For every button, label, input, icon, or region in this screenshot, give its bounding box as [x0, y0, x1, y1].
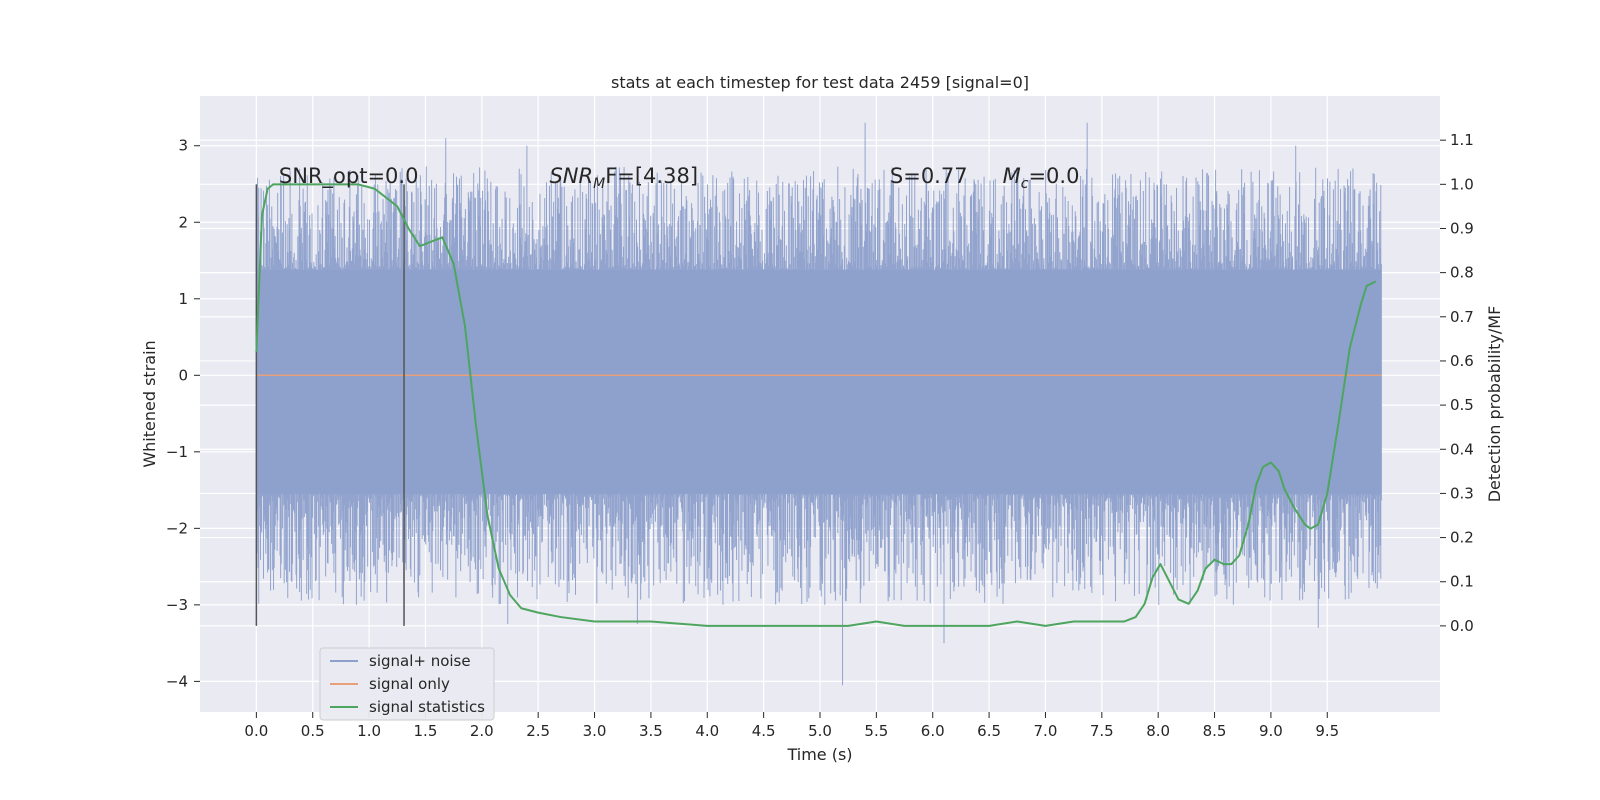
- y-tick-label: 0: [178, 366, 188, 384]
- x-tick-label: 1.0: [357, 722, 381, 740]
- y-axis-label: Whitened strain: [140, 340, 159, 467]
- x-tick-label: 7.5: [1090, 722, 1114, 740]
- y-tick-label: 2: [178, 213, 188, 231]
- x-tick-label: 8.0: [1146, 722, 1170, 740]
- y2-tick-label: 0.6: [1450, 352, 1474, 370]
- annotation: Mc=0.0: [1003, 164, 1080, 192]
- x-tick-label: 2.0: [470, 722, 494, 740]
- y2-tick-label: 1.1: [1450, 131, 1474, 149]
- annotation: SNR_opt=0.0: [279, 164, 419, 189]
- y2-tick-label: 0.1: [1450, 573, 1474, 591]
- x-tick-label: 7.0: [1034, 722, 1058, 740]
- x-tick-label: 4.5: [752, 722, 776, 740]
- y-tick-label: 1: [178, 290, 188, 308]
- y2-tick-label: 0.9: [1450, 219, 1474, 237]
- annotation: SNRMF=[4.38]: [549, 164, 698, 192]
- legend-box: [319, 647, 495, 721]
- signal-statistics-series: [255, 183, 1377, 627]
- legend: signal+ noise signal only signal statist…: [319, 647, 495, 721]
- x-tick-label: 0.5: [301, 722, 325, 740]
- x-tick-label: 5.5: [864, 722, 888, 740]
- y2-tick-label: 0.5: [1450, 396, 1474, 414]
- statistics-curve: [255, 183, 1377, 627]
- y-tick-label: −2: [166, 519, 188, 537]
- y-tick-label: 3: [178, 137, 188, 155]
- y-tick-label: −4: [166, 672, 188, 690]
- y2-tick-label: 0.3: [1450, 484, 1474, 502]
- chart-title: stats at each timestep for test data 245…: [611, 73, 1029, 92]
- y-axis-left: 3 2 1 0 −1 −2 −3 −4: [166, 137, 200, 690]
- y-axis-right: 1.1 1.0 0.9 0.8 0.7 0.6 0.5 0.4 0.3 0.2 0.1 0.0: [1440, 131, 1474, 635]
- x-tick-label: 9.0: [1259, 722, 1283, 740]
- legend-label-signal: signal only: [369, 675, 450, 693]
- y2-tick-label: 0.0: [1450, 617, 1474, 635]
- marker-lines: [255, 184, 405, 626]
- legend-label-stats: signal statistics: [369, 698, 485, 716]
- y2-tick-label: 0.8: [1450, 264, 1474, 282]
- annotation: S=0.77: [890, 164, 968, 188]
- y2-axis-label: Detection probability/MF: [1485, 306, 1504, 503]
- legend-label-noise: signal+ noise: [369, 652, 471, 670]
- x-tick-label: 6.0: [921, 722, 945, 740]
- x-axis: 0.0 0.5 1.0 1.5 2.0 2.5 3.0 3.5 4.0 4.5 5.0 5.5 6.0 6…: [244, 712, 1339, 740]
- x-tick-label: 4.0: [695, 722, 719, 740]
- x-tick-label: 6.5: [977, 722, 1001, 740]
- y2-tick-label: 0.7: [1450, 308, 1474, 326]
- x-tick-label: 2.5: [526, 722, 550, 740]
- y2-tick-label: 1.0: [1450, 175, 1474, 193]
- x-tick-label: 8.5: [1203, 722, 1227, 740]
- y2-tick-label: 0.2: [1450, 529, 1474, 547]
- x-tick-label: 0.0: [244, 722, 268, 740]
- annotations: SNR_opt=0.0 SNRMF=[4.38] S=0.77 Mc=0.0: [279, 164, 1080, 192]
- x-tick-label: 1.5: [414, 722, 438, 740]
- y-tick-label: −1: [166, 443, 188, 461]
- x-tick-label: 3.5: [639, 722, 663, 740]
- x-tick-label: 5.0: [808, 722, 832, 740]
- y2-tick-label: 0.4: [1450, 440, 1474, 458]
- x-tick-label: 3.0: [583, 722, 607, 740]
- signal-noise-series: [255, 122, 1382, 686]
- y-tick-label: −3: [166, 596, 188, 614]
- x-axis-label: Time (s): [786, 745, 852, 764]
- x-tick-label: 9.5: [1315, 722, 1339, 740]
